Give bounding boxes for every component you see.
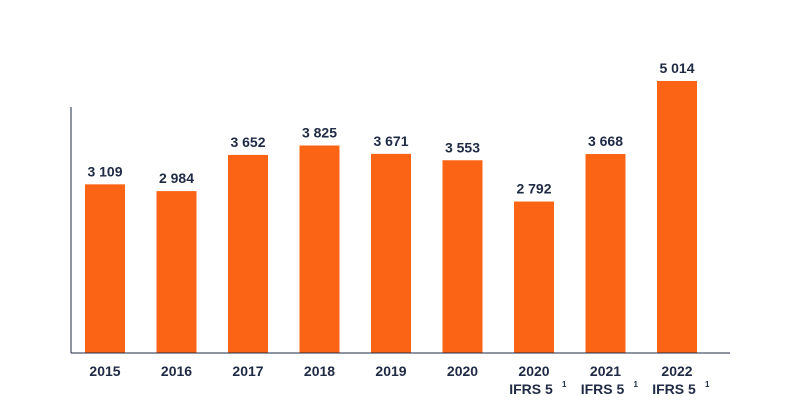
bars-layer xyxy=(85,81,697,353)
x-tick-footnote-mark-7: 1 xyxy=(634,380,639,389)
bar-8 xyxy=(657,81,697,353)
x-tick-footnote-mark-8: 1 xyxy=(705,380,710,389)
x-tick-note-8: IFRS 5 xyxy=(652,381,696,397)
value-label-5: 3 553 xyxy=(445,139,480,155)
value-label-0: 3 109 xyxy=(87,163,122,179)
x-tick-footnote-mark-6: 1 xyxy=(562,380,567,389)
x-tick-label-4: 2019 xyxy=(375,363,406,379)
bar-4 xyxy=(371,153,411,353)
x-tick-label-7: 2021 xyxy=(590,363,621,379)
x-tick-label-5: 2020 xyxy=(447,363,478,379)
value-label-6: 2 792 xyxy=(516,181,551,197)
x-tick-label-6: 2020 xyxy=(518,363,549,379)
bar-3 xyxy=(299,145,340,353)
value-label-8: 5 014 xyxy=(659,60,694,76)
x-tick-note-6: IFRS 5 xyxy=(509,381,553,397)
x-tick-label-2: 2017 xyxy=(232,363,263,379)
bar-6 xyxy=(514,201,554,353)
value-label-3: 3 825 xyxy=(302,125,337,141)
x-tick-label-1: 2016 xyxy=(161,363,192,379)
x-tick-label-0: 2015 xyxy=(89,363,120,379)
bar-7 xyxy=(585,154,626,353)
bar-1 xyxy=(156,191,197,353)
value-label-1: 2 984 xyxy=(159,170,194,186)
x-tick-label-8: 2022 xyxy=(661,363,692,379)
value-label-7: 3 668 xyxy=(588,133,623,149)
bar-2 xyxy=(228,154,268,353)
bar-5 xyxy=(442,160,483,353)
bar-0 xyxy=(85,184,125,353)
value-labels-layer: 3 109 2 984 3 652 3 825 3 671 3 553 2 792 3 668… xyxy=(87,60,694,197)
x-tick-label-3: 2018 xyxy=(304,363,335,379)
x-tick-labels-layer: 2015 2016 2017 2018 2019 2020 2020 IFRS 5 1 2021 I… xyxy=(89,363,710,397)
x-tick-note-7: IFRS 5 xyxy=(581,381,625,397)
value-label-4: 3 671 xyxy=(373,133,408,149)
value-label-2: 3 652 xyxy=(230,134,265,150)
